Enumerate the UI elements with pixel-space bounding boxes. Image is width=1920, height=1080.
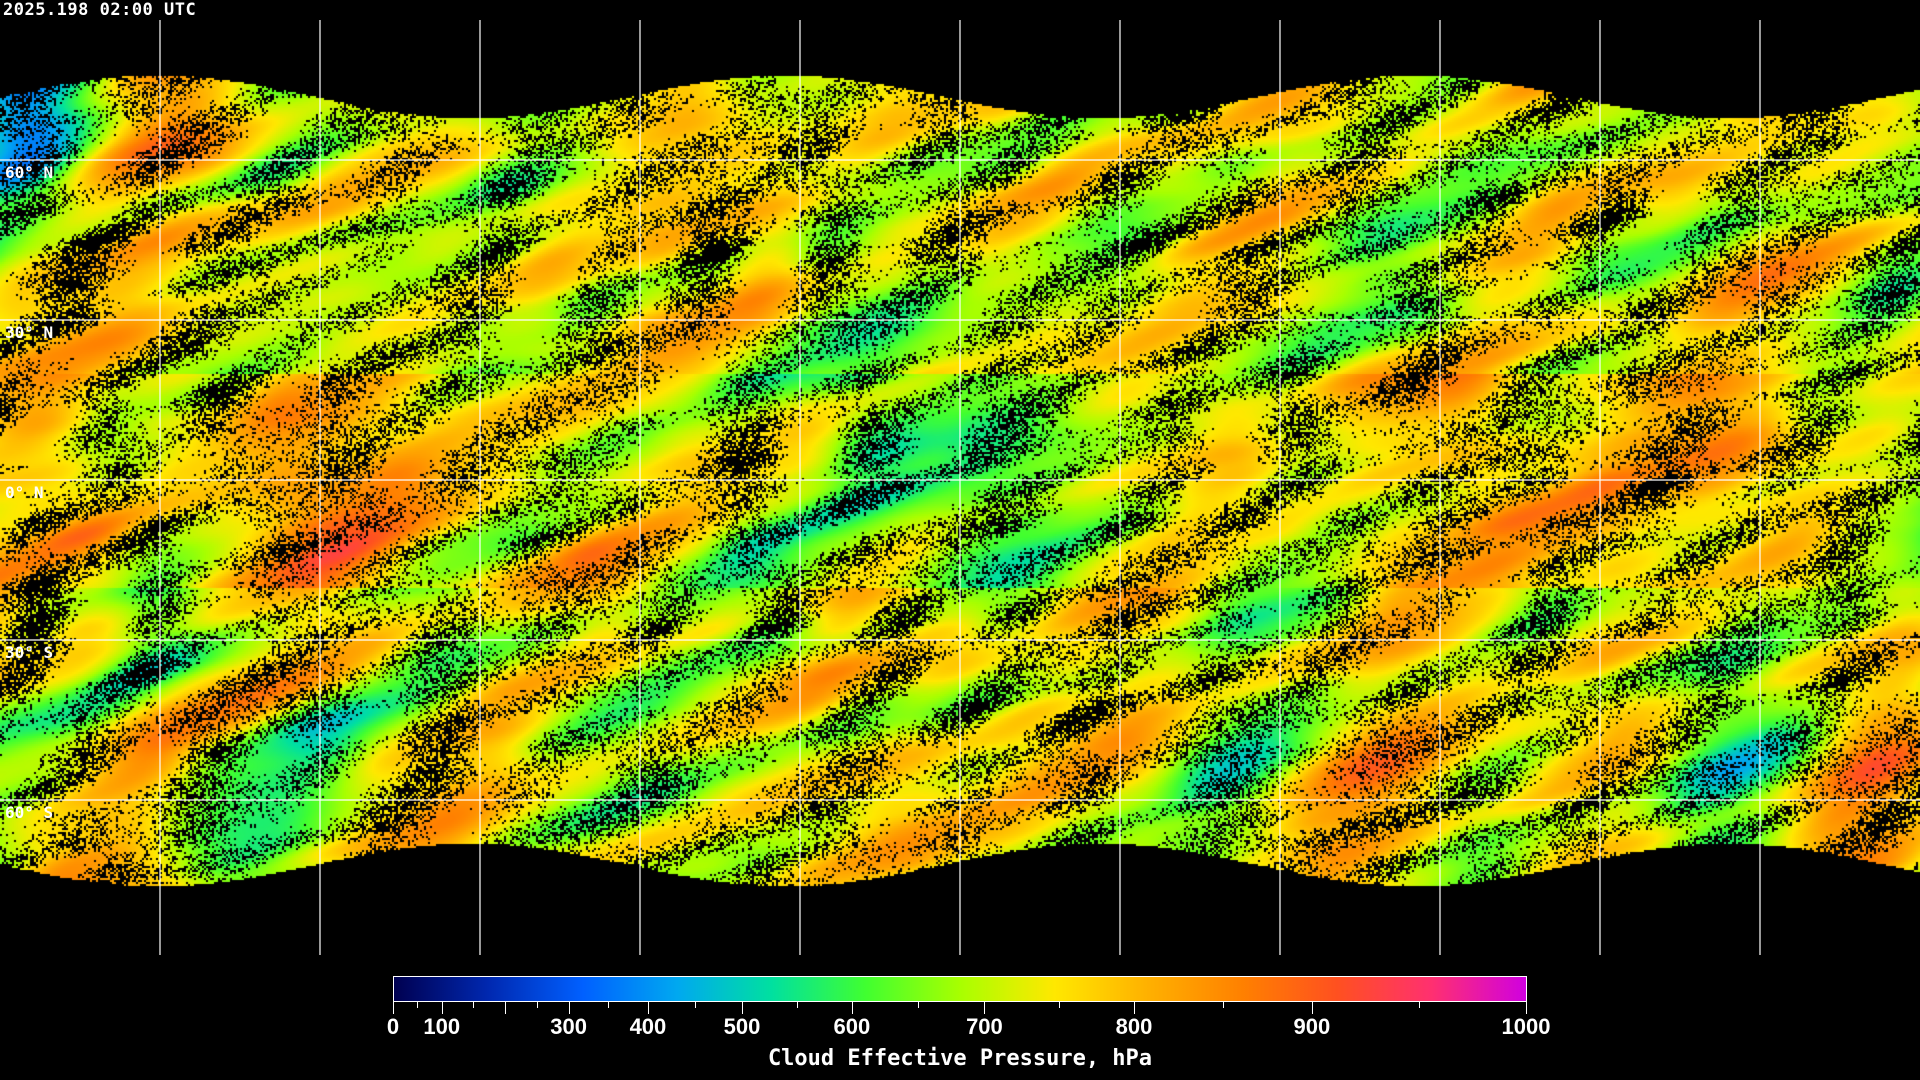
lat-label-30s: 30° S	[5, 643, 54, 662]
colorbar-tick	[505, 1002, 507, 1014]
colorbar-tick	[851, 1002, 853, 1014]
colorbar-tick	[1059, 1002, 1061, 1008]
colorbar-tick	[393, 1002, 394, 1014]
colorbar-tick-label: 0	[386, 1014, 400, 1039]
colorbar-tick	[694, 1002, 696, 1008]
colorbar-tick	[796, 1002, 798, 1008]
colorbar-tick	[608, 1002, 610, 1008]
colorbar-tick	[1526, 1002, 1527, 1014]
lat-lon-grid	[0, 20, 1920, 955]
colorbar-tick	[741, 1002, 743, 1014]
colorbar-ticks	[393, 1002, 1527, 1016]
colorbar-tick	[1222, 1002, 1224, 1008]
colorbar-tick	[568, 1002, 570, 1014]
lat-label-0n: 0° N	[5, 483, 44, 502]
colorbar-tick	[1418, 1002, 1420, 1008]
colorbar-tick	[918, 1002, 920, 1008]
colorbar-tick-label: 1000	[1501, 1014, 1551, 1039]
timestamp-title: 2025.198 02:00 UTC	[3, 0, 197, 20]
colorbar	[393, 976, 1527, 1002]
lat-label-60n: 60° N	[5, 163, 54, 182]
colorbar-tick	[647, 1002, 649, 1014]
lat-label-30n: 30° N	[5, 323, 54, 342]
colorbar-tick-label: 300	[550, 1014, 587, 1039]
colorbar-tick	[473, 1002, 475, 1008]
colorbar-tick-label: 800	[1115, 1014, 1153, 1039]
lat-label-60s: 60° S	[5, 803, 54, 822]
colorbar-tick	[1133, 1002, 1135, 1014]
colorbar-tick	[417, 1002, 419, 1008]
colorbar-tick-label: 700	[966, 1014, 1003, 1039]
colorbar-tick	[536, 1002, 538, 1008]
colorbar-tick-label: 600	[833, 1014, 871, 1039]
colorbar-tick	[1311, 1002, 1313, 1014]
colorbar-title: Cloud Effective Pressure, hPa	[767, 1046, 1153, 1071]
colorbar-tick-label: 500	[723, 1014, 761, 1039]
colorbar-tick	[984, 1002, 986, 1014]
colorbar-tick	[441, 1002, 443, 1014]
colorbar-tick-label: 100	[423, 1014, 461, 1039]
colorbar-tick-label: 400	[629, 1014, 667, 1039]
colorbar-tick-label: 900	[1293, 1014, 1331, 1039]
